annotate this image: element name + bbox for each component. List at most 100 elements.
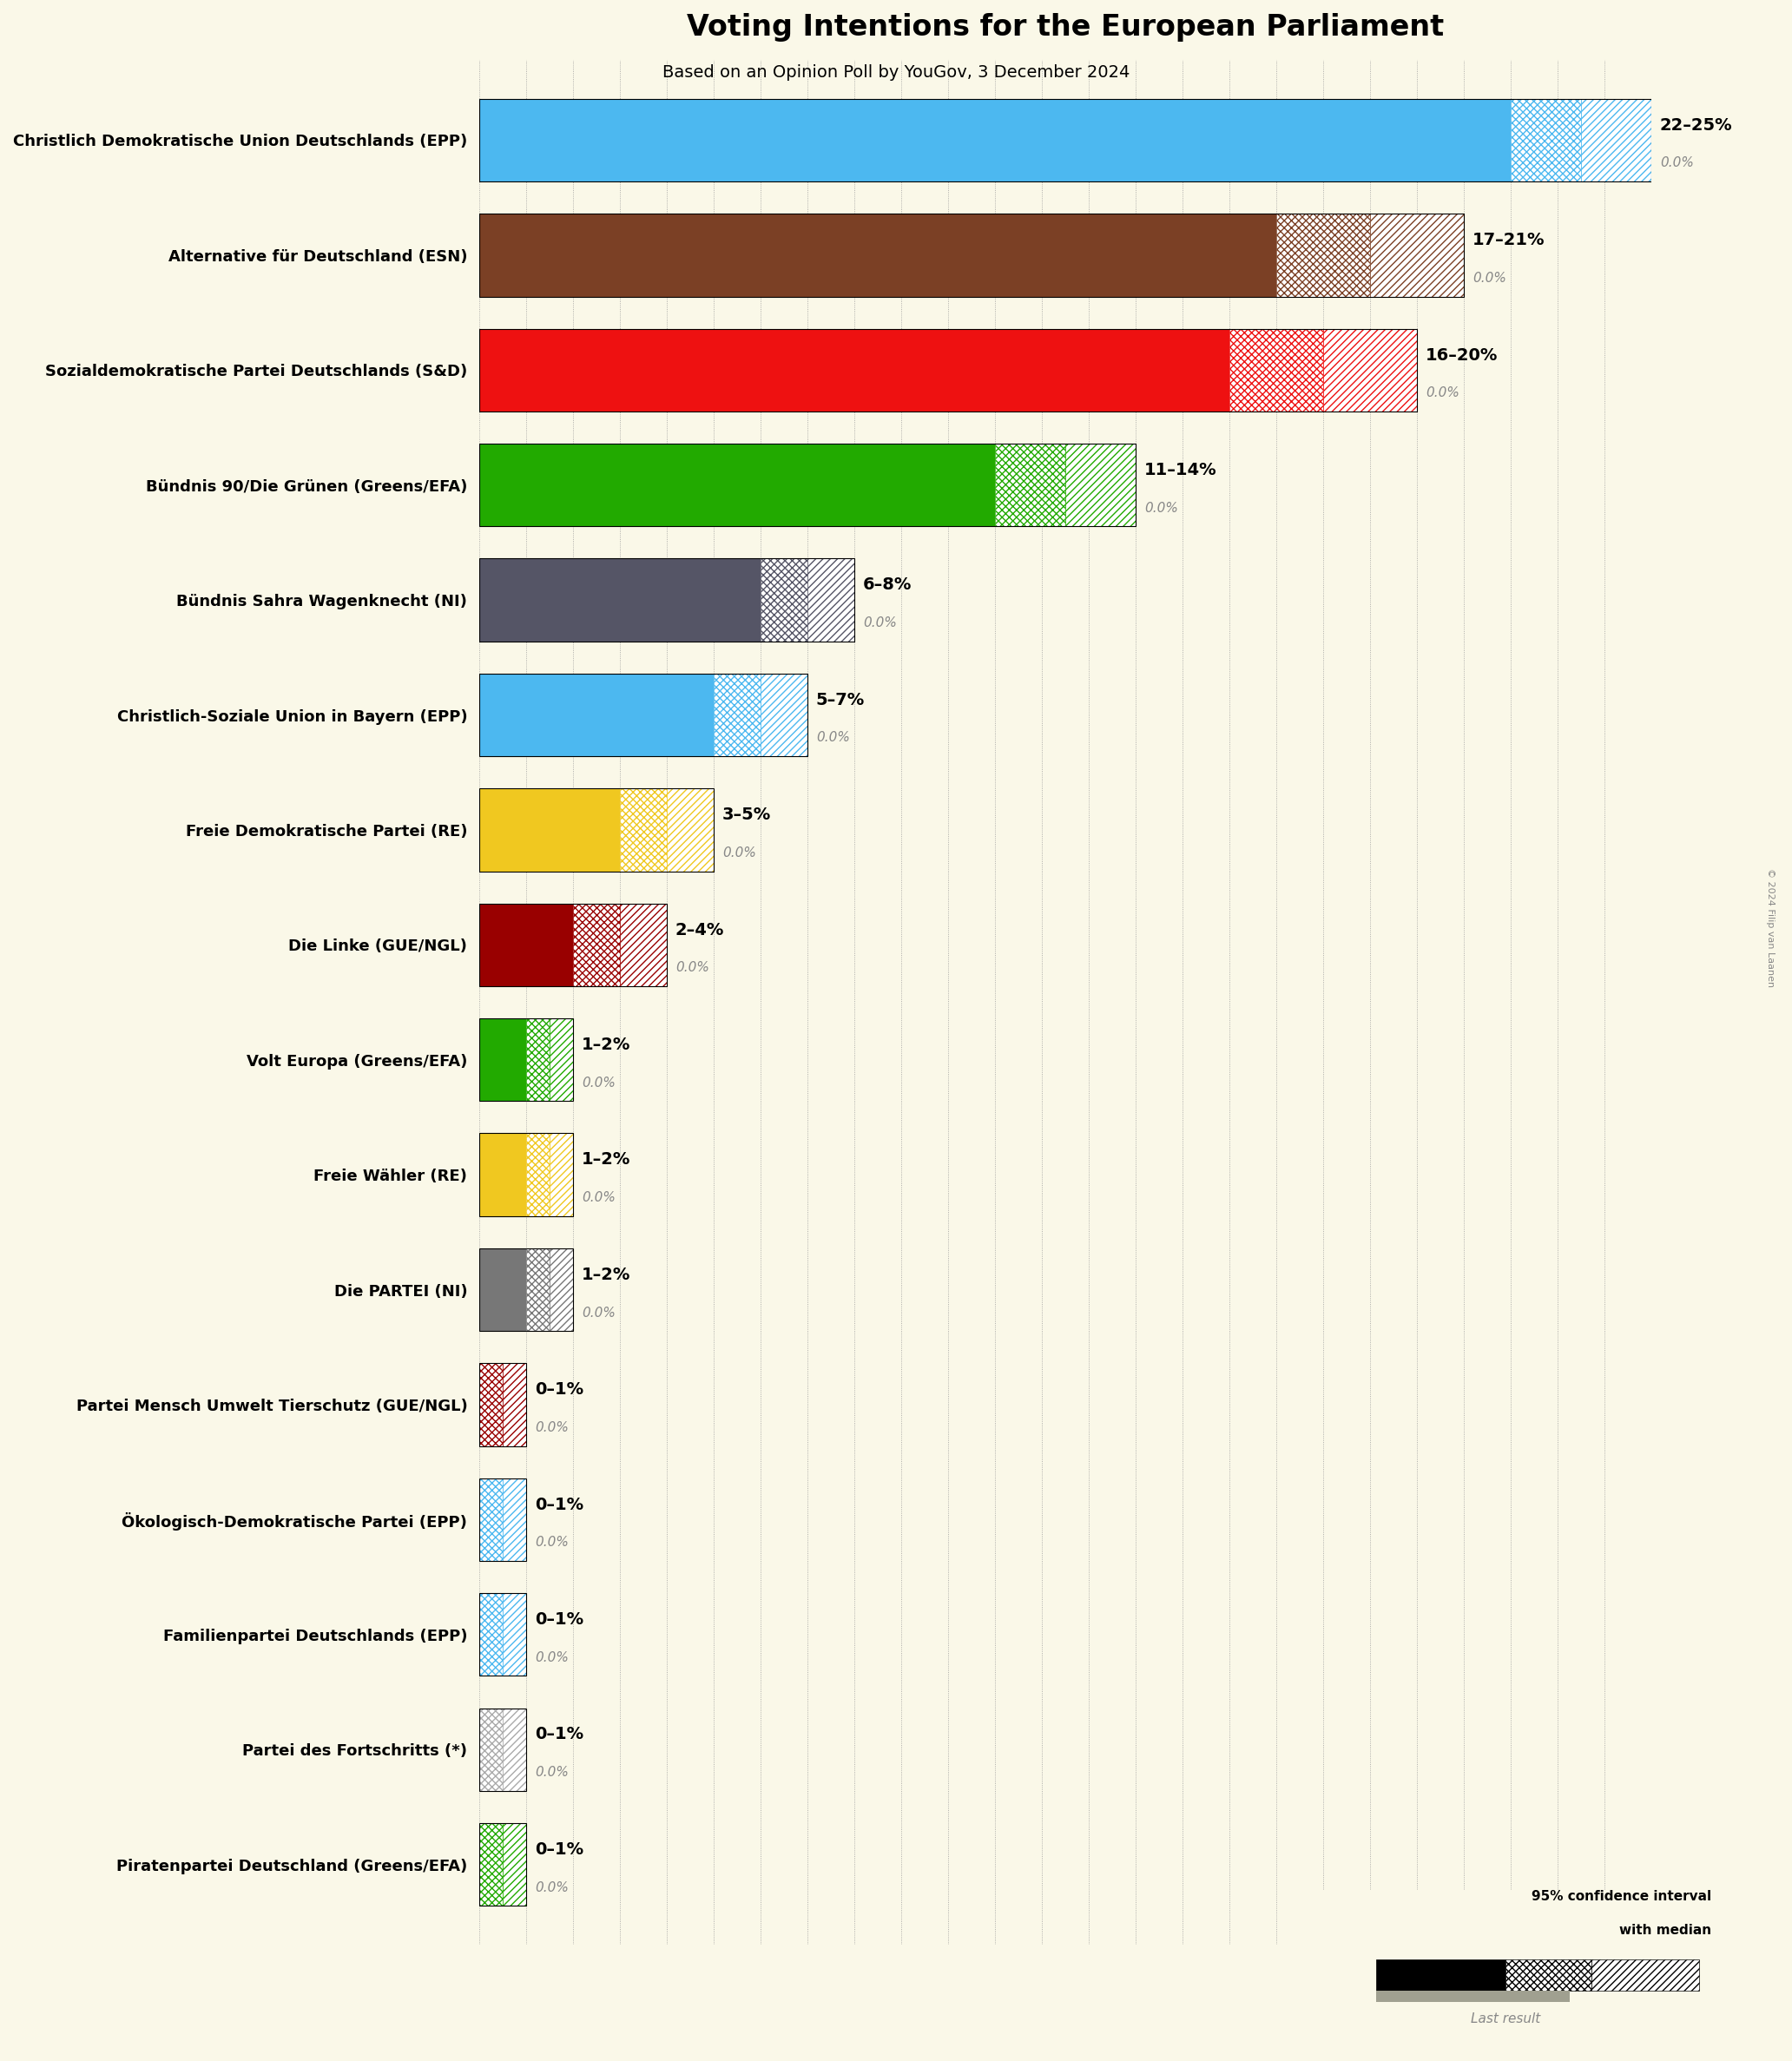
- Bar: [1276, 214, 1371, 297]
- Bar: [504, 1593, 527, 1676]
- Bar: [620, 903, 667, 987]
- Text: 0.0%: 0.0%: [1426, 387, 1459, 400]
- Bar: [1066, 443, 1136, 526]
- Bar: [480, 1362, 504, 1447]
- Bar: [760, 674, 808, 756]
- Text: 0.0%: 0.0%: [815, 732, 849, 744]
- Bar: [573, 903, 620, 987]
- Bar: [760, 559, 808, 641]
- Bar: [1505, 1960, 1591, 1991]
- Text: 95% confidence interval: 95% confidence interval: [1532, 1890, 1711, 1902]
- Bar: [480, 674, 713, 756]
- Text: 11–14%: 11–14%: [1145, 462, 1217, 478]
- Bar: [480, 1362, 527, 1447]
- Text: 0–1%: 0–1%: [534, 1381, 584, 1397]
- Bar: [504, 1362, 527, 1447]
- Bar: [480, 443, 1136, 526]
- Bar: [504, 1824, 527, 1906]
- Bar: [480, 443, 995, 526]
- Text: Based on an Opinion Poll by YouGov, 3 December 2024: Based on an Opinion Poll by YouGov, 3 De…: [663, 64, 1129, 80]
- Text: 0.0%: 0.0%: [534, 1766, 568, 1779]
- Text: 3–5%: 3–5%: [722, 806, 771, 822]
- Text: © 2024 Filip van Laanen: © 2024 Filip van Laanen: [1767, 868, 1774, 987]
- Text: 0.0%: 0.0%: [676, 960, 710, 975]
- Bar: [1511, 99, 1581, 181]
- Text: Last result: Last result: [1471, 2014, 1539, 2026]
- Text: 0.0%: 0.0%: [534, 1651, 568, 1663]
- Bar: [550, 1249, 573, 1331]
- Bar: [480, 559, 760, 641]
- Bar: [480, 674, 808, 756]
- Bar: [1229, 328, 1322, 412]
- Bar: [504, 1478, 527, 1560]
- Text: 0.0%: 0.0%: [722, 847, 756, 859]
- Bar: [480, 1018, 527, 1101]
- Bar: [480, 1018, 573, 1101]
- Bar: [667, 789, 713, 872]
- Bar: [1376, 1960, 1505, 1991]
- Text: 2–4%: 2–4%: [676, 921, 724, 938]
- Text: 1–2%: 1–2%: [582, 1152, 631, 1169]
- Bar: [480, 559, 855, 641]
- Bar: [1581, 99, 1652, 181]
- Bar: [550, 1018, 573, 1101]
- Bar: [527, 1249, 550, 1331]
- Text: 0.0%: 0.0%: [1659, 157, 1693, 169]
- Text: 0.0%: 0.0%: [1145, 501, 1177, 515]
- Bar: [480, 1478, 527, 1560]
- Text: 0.0%: 0.0%: [864, 616, 896, 629]
- Bar: [480, 1134, 527, 1216]
- Text: 0–1%: 0–1%: [534, 1612, 584, 1628]
- Bar: [480, 903, 667, 987]
- Bar: [713, 674, 760, 756]
- Text: 0–1%: 0–1%: [534, 1496, 584, 1513]
- Text: 0.0%: 0.0%: [534, 1535, 568, 1550]
- Bar: [480, 1249, 527, 1331]
- Bar: [480, 1593, 527, 1676]
- Text: 0.0%: 0.0%: [582, 1076, 615, 1090]
- Bar: [504, 1709, 527, 1791]
- Text: 16–20%: 16–20%: [1426, 346, 1498, 363]
- Title: Voting Intentions for the European Parliament: Voting Intentions for the European Parli…: [686, 12, 1444, 41]
- Bar: [527, 1018, 550, 1101]
- Bar: [480, 789, 620, 872]
- Bar: [1371, 214, 1464, 297]
- Bar: [480, 1478, 504, 1560]
- Bar: [480, 1824, 504, 1906]
- Text: 0–1%: 0–1%: [534, 1727, 584, 1744]
- Text: 0–1%: 0–1%: [534, 1840, 584, 1857]
- Bar: [480, 903, 573, 987]
- Bar: [480, 1824, 527, 1906]
- Text: 6–8%: 6–8%: [864, 577, 912, 594]
- Bar: [480, 328, 1417, 412]
- Bar: [480, 789, 713, 872]
- Text: 17–21%: 17–21%: [1473, 233, 1545, 249]
- Bar: [480, 99, 1511, 181]
- Text: 0.0%: 0.0%: [534, 1882, 568, 1894]
- Text: with median: with median: [1620, 1923, 1711, 1937]
- Bar: [480, 214, 1464, 297]
- Text: 0.0%: 0.0%: [1473, 272, 1507, 284]
- Text: 0.0%: 0.0%: [582, 1191, 615, 1204]
- Bar: [480, 328, 1229, 412]
- Text: 0.0%: 0.0%: [582, 1307, 615, 1319]
- Bar: [995, 443, 1066, 526]
- Bar: [1591, 1960, 1699, 1991]
- Bar: [808, 559, 855, 641]
- Bar: [1376, 1991, 1570, 2001]
- Bar: [1322, 328, 1417, 412]
- Bar: [480, 1593, 504, 1676]
- Bar: [480, 99, 1652, 181]
- Text: 1–2%: 1–2%: [582, 1268, 631, 1284]
- Bar: [480, 214, 1276, 297]
- Bar: [620, 789, 667, 872]
- Text: 0.0%: 0.0%: [534, 1422, 568, 1434]
- Text: 1–2%: 1–2%: [582, 1037, 631, 1053]
- Bar: [480, 1709, 527, 1791]
- Text: 5–7%: 5–7%: [815, 692, 866, 709]
- Bar: [527, 1134, 550, 1216]
- Bar: [480, 1709, 504, 1791]
- Bar: [480, 1249, 573, 1331]
- Text: 22–25%: 22–25%: [1659, 117, 1733, 134]
- Bar: [550, 1134, 573, 1216]
